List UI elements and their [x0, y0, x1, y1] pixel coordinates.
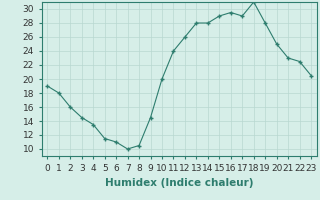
X-axis label: Humidex (Indice chaleur): Humidex (Indice chaleur) — [105, 178, 253, 188]
